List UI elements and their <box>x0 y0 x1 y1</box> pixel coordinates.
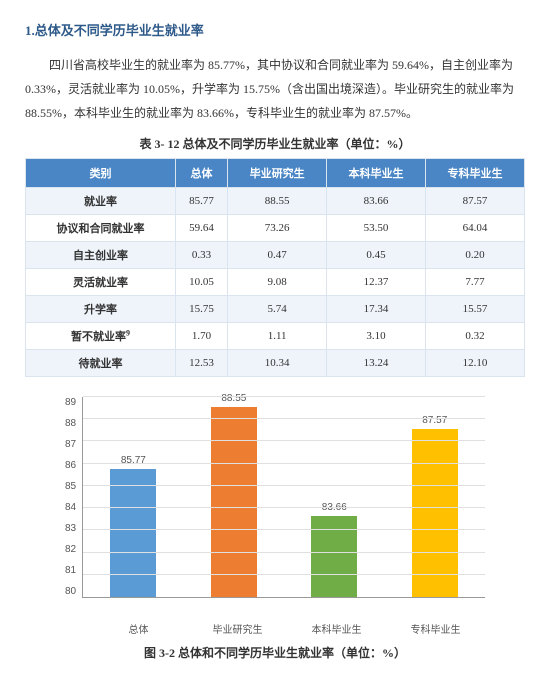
cell: 12.37 <box>327 269 426 296</box>
cell: 9.08 <box>228 269 327 296</box>
grid-line <box>83 552 485 553</box>
table-caption: 表 3- 12 总体及不同学历毕业生就业率（单位：%） <box>25 135 525 152</box>
cell: 88.55 <box>228 188 327 215</box>
table-row: 就业率85.7788.5583.6687.57 <box>26 188 525 215</box>
table-row: 升学率15.755.7417.3415.57 <box>26 296 525 323</box>
plot-area: 85.7788.5583.6687.57 <box>82 397 485 598</box>
table-row: 自主创业率0.330.470.450.20 <box>26 242 525 269</box>
cell: 1.11 <box>228 323 327 350</box>
y-tick: 87 <box>65 439 76 450</box>
section-title: 1.总体及不同学历毕业生就业率 <box>25 20 525 39</box>
row-label: 自主创业率 <box>26 242 176 269</box>
bar <box>211 407 257 597</box>
y-tick: 86 <box>65 460 76 471</box>
y-tick: 83 <box>65 523 76 534</box>
bar <box>311 516 357 597</box>
grid-line <box>83 418 485 419</box>
row-label: 协议和合同就业率 <box>26 215 176 242</box>
cell: 1.70 <box>175 323 227 350</box>
bar-value-label: 85.77 <box>121 455 146 466</box>
y-tick: 82 <box>65 544 76 555</box>
x-tick: 本科毕业生 <box>293 621 380 636</box>
cell: 87.57 <box>426 188 525 215</box>
grid-line <box>83 396 485 397</box>
bar-slot: 87.57 <box>391 415 479 597</box>
cell: 73.26 <box>228 215 327 242</box>
cell: 7.77 <box>426 269 525 296</box>
cell: 83.66 <box>327 188 426 215</box>
cell: 17.34 <box>327 296 426 323</box>
bar-slot: 83.66 <box>290 502 378 597</box>
y-tick: 81 <box>65 565 76 576</box>
row-label: 待就业率 <box>26 350 176 377</box>
th-overall: 总体 <box>175 159 227 188</box>
bar-slot: 85.77 <box>89 455 177 597</box>
cell: 53.50 <box>327 215 426 242</box>
cell: 10.05 <box>175 269 227 296</box>
x-tick: 专科毕业生 <box>392 621 479 636</box>
table-row: 灵活就业率10.059.0812.377.77 <box>26 269 525 296</box>
cell: 15.57 <box>426 296 525 323</box>
grid-line <box>83 507 485 508</box>
table-row: 协议和合同就业率59.6473.2653.5064.04 <box>26 215 525 242</box>
y-tick: 84 <box>65 502 76 513</box>
cell: 5.74 <box>228 296 327 323</box>
bar-chart: 89888786858483828180 85.7788.5583.6687.5… <box>65 397 485 636</box>
cell: 3.10 <box>327 323 426 350</box>
cell: 64.04 <box>426 215 525 242</box>
body-paragraph: 四川省高校毕业生的就业率为 85.77%，其中协议和合同就业率为 59.64%，… <box>25 53 525 125</box>
cell: 13.24 <box>327 350 426 377</box>
x-axis-labels: 总体毕业研究生本科毕业生专科毕业生 <box>89 621 485 636</box>
x-tick: 毕业研究生 <box>194 621 281 636</box>
cell: 12.53 <box>175 350 227 377</box>
bar-slot: 88.55 <box>190 393 278 597</box>
th-grad: 毕业研究生 <box>228 159 327 188</box>
bar-value-label: 87.57 <box>422 415 447 426</box>
cell: 12.10 <box>426 350 525 377</box>
row-label: 升学率 <box>26 296 176 323</box>
table-row: 暂不就业率91.701.113.100.32 <box>26 323 525 350</box>
cell: 10.34 <box>228 350 327 377</box>
row-label: 就业率 <box>26 188 176 215</box>
th-bachelor: 本科毕业生 <box>327 159 426 188</box>
grid-line <box>83 529 485 530</box>
y-tick: 89 <box>65 397 76 408</box>
cell: 0.32 <box>426 323 525 350</box>
figure-caption: 图 3-2 总体和不同学历毕业生就业率（单位：%） <box>25 644 525 661</box>
bar <box>412 429 458 597</box>
y-tick: 88 <box>65 418 76 429</box>
employment-table: 类别 总体 毕业研究生 本科毕业生 专科毕业生 就业率85.7788.5583.… <box>25 158 525 377</box>
grid-line <box>83 485 485 486</box>
th-category: 类别 <box>26 159 176 188</box>
cell: 85.77 <box>175 188 227 215</box>
bar-value-label: 88.55 <box>221 393 246 404</box>
cell: 0.33 <box>175 242 227 269</box>
row-label: 灵活就业率 <box>26 269 176 296</box>
cell: 0.47 <box>228 242 327 269</box>
y-axis: 89 88 87 86 85 84 83 82 81 80 <box>65 397 82 597</box>
th-junior: 专科毕业生 <box>426 159 525 188</box>
cell: 0.45 <box>327 242 426 269</box>
grid-line <box>83 440 485 441</box>
x-tick: 总体 <box>95 621 182 636</box>
y-tick: 80 <box>65 586 76 597</box>
bar <box>110 469 156 597</box>
grid-line <box>83 463 485 464</box>
cell: 59.64 <box>175 215 227 242</box>
cell: 15.75 <box>175 296 227 323</box>
grid-line <box>83 574 485 575</box>
cell: 0.20 <box>426 242 525 269</box>
y-tick: 85 <box>65 481 76 492</box>
row-label: 暂不就业率9 <box>26 323 176 350</box>
table-row: 待就业率12.5310.3413.2412.10 <box>26 350 525 377</box>
